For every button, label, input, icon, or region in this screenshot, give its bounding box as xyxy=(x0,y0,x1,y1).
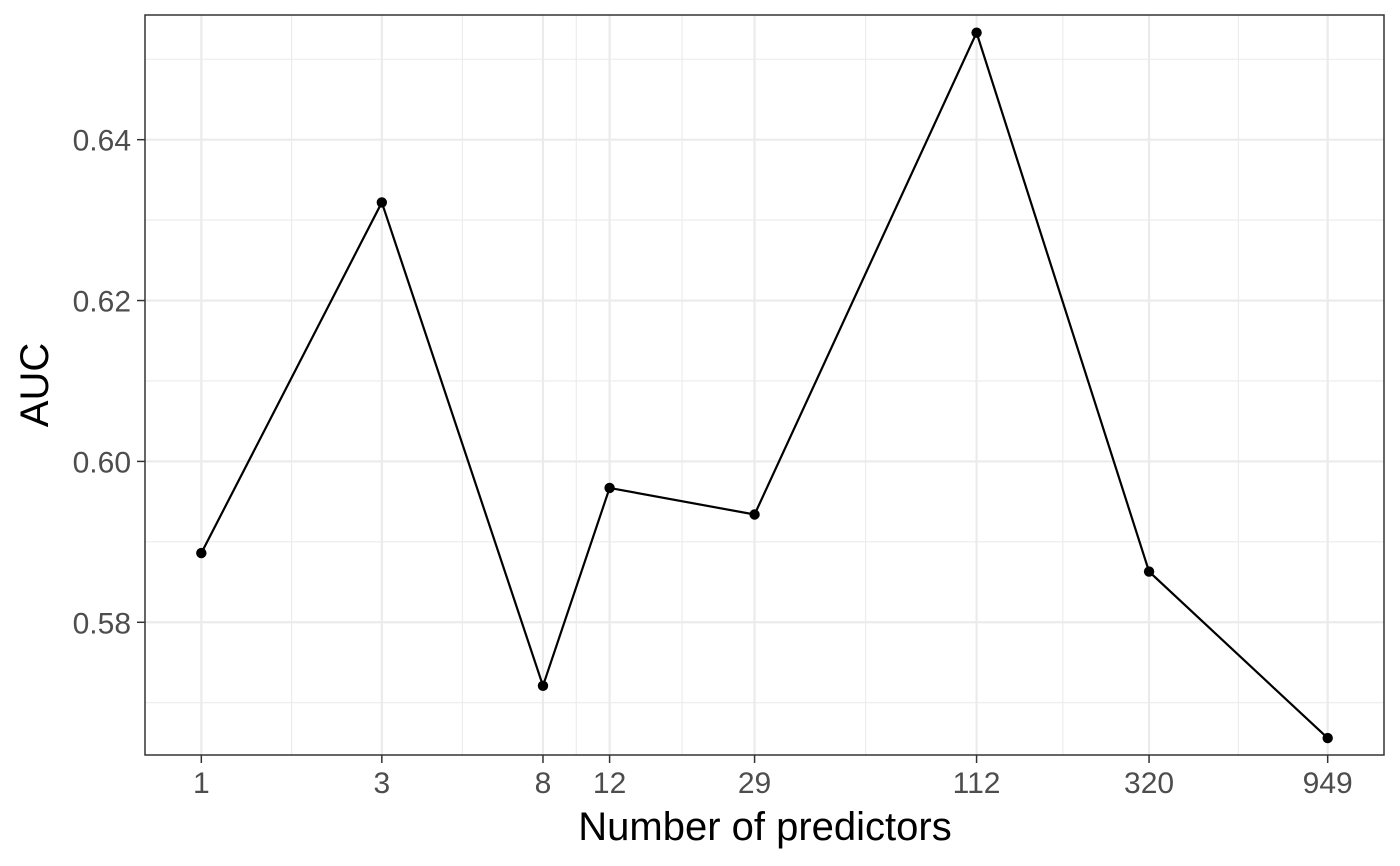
x-tick-label: 12 xyxy=(593,767,626,800)
x-tick-label: 3 xyxy=(373,767,390,800)
minor-x-gridlines xyxy=(291,15,1239,755)
major-y-gridlines xyxy=(145,138,1384,624)
y-axis-ticks xyxy=(137,138,145,624)
major-x-gridlines xyxy=(200,15,1329,755)
y-axis-tick-labels: 0.58 0.60 0.62 0.64 xyxy=(73,125,131,641)
data-point xyxy=(537,680,549,692)
data-point xyxy=(376,197,388,208)
y-axis-title: AUC xyxy=(13,343,57,427)
series-line xyxy=(200,29,1329,739)
data-point xyxy=(196,547,207,559)
data-point xyxy=(1322,732,1333,744)
data-point xyxy=(749,509,760,520)
x-tick-label: 8 xyxy=(535,767,552,800)
x-tick-label: 29 xyxy=(738,767,771,800)
x-tick-label: 112 xyxy=(953,767,1001,800)
y-tick-label: 0.62 xyxy=(73,286,131,319)
y-tick-label: 0.64 xyxy=(73,125,131,158)
y-tick-label: 0.60 xyxy=(73,446,131,479)
x-tick-label: 949 xyxy=(1303,767,1353,800)
plot-panel-border xyxy=(144,14,1385,756)
y-tick-label: 0.58 xyxy=(73,607,131,640)
x-axis-ticks xyxy=(200,755,1329,763)
data-point xyxy=(604,482,615,494)
x-tick-label: 320 xyxy=(1124,767,1174,800)
series-layer xyxy=(196,27,1333,744)
data-point xyxy=(971,27,982,38)
minor-y-gridlines xyxy=(145,58,1384,704)
x-axis-tick-labels: 1 3 8 12 29 112 320 949 xyxy=(193,767,1353,800)
x-axis-title: Number of predictors xyxy=(578,805,951,849)
data-point xyxy=(1143,566,1155,577)
x-tick-label: 1 xyxy=(193,767,210,800)
